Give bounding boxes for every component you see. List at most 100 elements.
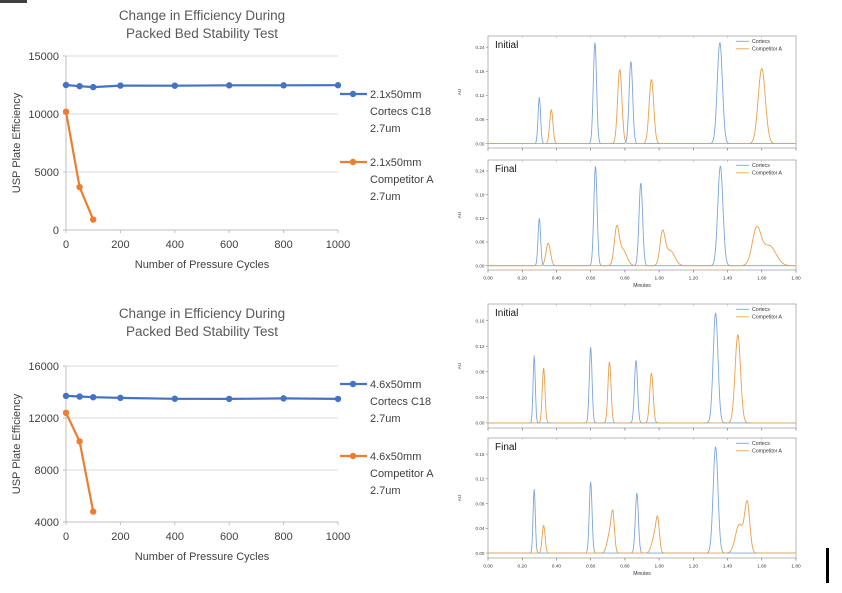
x-tick-label: 0.40	[552, 564, 562, 570]
data-point-marker	[76, 393, 83, 400]
x-tick-label: 1000	[326, 531, 350, 543]
y-tick-label: 0.00	[476, 551, 485, 556]
data-point-marker	[90, 216, 97, 223]
legend-marker	[349, 380, 357, 388]
chromatogram-trace	[488, 165, 796, 267]
chart-title-line-2: Packed Bed Stability Test	[126, 26, 278, 41]
data-point-marker	[76, 438, 83, 445]
x-tick-label: 1.80	[791, 276, 801, 282]
x-axis-title: Minutes	[633, 571, 651, 577]
data-point-marker	[62, 409, 70, 416]
data-point-marker	[334, 395, 342, 403]
y-tick-label: 0.00	[476, 141, 485, 146]
x-tick-label: 1.00	[654, 564, 664, 570]
x-tick-label: 1.60	[757, 276, 767, 282]
data-series-line	[65, 394, 339, 401]
legend-label-line: Competitor A	[370, 468, 434, 480]
x-tick-label: 1.40	[723, 276, 733, 282]
text-cursor	[826, 548, 829, 583]
y-axis-title: AU	[457, 211, 463, 218]
y-tick-label: 0.04	[476, 526, 485, 531]
x-tick-label: 200	[111, 239, 129, 251]
efficiency-chart-4-6mm-plot: 4000 8000 12000 16000 0 200 400 600 800 1000 Chang…	[11, 306, 434, 563]
y-tick-label: 0.00	[476, 263, 485, 268]
chromatogram-trace	[488, 68, 796, 145]
legend-label-line: 2.7um	[370, 485, 401, 497]
data-point-marker	[90, 394, 97, 401]
y-tick-label: 0.08	[476, 501, 485, 506]
y-tick-label: 8000	[35, 465, 59, 477]
x-tick-label: 0.80	[620, 564, 630, 570]
legend-label-line: Competitor A	[370, 174, 434, 186]
data-point-marker	[117, 394, 124, 402]
y-tick-label: 0.12	[476, 477, 485, 482]
y-axis-title: AU	[457, 88, 463, 95]
y-axis-title: AU	[457, 362, 463, 369]
y-tick-label: 16000	[28, 361, 59, 373]
y-tick-label: 10000	[28, 109, 59, 121]
efficiency-chart-2-1mm: 0 5000 10000 15000 0 200 400 600 800 1000 Change i…	[6, 2, 446, 295]
panel-label: Final	[495, 442, 517, 453]
x-tick-label: 600	[220, 239, 238, 251]
y-tick-label: 12000	[28, 413, 59, 425]
y-tick-label: 0.12	[476, 216, 485, 221]
y-tick-label: 0	[53, 225, 59, 237]
legend-label-line: 4.6x50mm	[370, 379, 421, 391]
y-tick-label: 0.16	[476, 318, 485, 323]
data-point-marker	[62, 81, 70, 89]
legend-marker	[349, 158, 357, 166]
legend-label: Competitor A	[752, 315, 783, 321]
x-tick-label: 0.00	[483, 276, 493, 282]
x-tick-label: 0	[63, 239, 69, 251]
x-axis-title: Minutes	[633, 283, 651, 289]
chromatogram-2-1mm-initial: 0.00 0.06 0.12 0.18 0.24 AU Initial Cortecs Comp…	[457, 35, 797, 151]
chart-title-line-1: Change in Efficiency During	[119, 306, 285, 321]
data-point-marker	[280, 395, 287, 402]
x-tick-label: 0.00	[483, 564, 493, 570]
x-tick-label: 0.80	[620, 276, 630, 282]
chromatogram-trace	[488, 334, 796, 424]
x-tick-label: 600	[220, 531, 238, 543]
legend-label-line: 2.1x50mm	[370, 157, 421, 169]
legend-marker	[349, 452, 357, 460]
y-tick-label: 0.18	[476, 192, 485, 197]
legend-marker	[349, 90, 357, 98]
chromatogram-group-4-6mm: 0.00 0.04 0.08 0.12 0.16 AU Initial Cortecs Comp…	[452, 302, 804, 584]
y-tick-label: 0.16	[476, 452, 485, 457]
legend-label: Competitor A	[752, 171, 783, 177]
y-tick-label: 0.00	[476, 421, 485, 426]
chart-title-line-2: Packed Bed Stability Test	[126, 324, 278, 339]
legend-label: Competitor A	[752, 47, 783, 53]
y-tick-label: 0.04	[476, 395, 485, 400]
chromatogram-4-6mm-initial: 0.00 0.04 0.08 0.12 0.16 AU Initial Cortecs Comp…	[457, 303, 797, 431]
data-series-line	[64, 111, 95, 221]
y-tick-label: 0.08	[476, 369, 485, 374]
data-point-marker	[90, 508, 97, 515]
data-point-marker	[280, 82, 287, 89]
data-point-marker	[62, 108, 70, 115]
y-tick-label: 0.24	[476, 169, 485, 174]
legend-label-line: Cortecs C18	[370, 396, 431, 408]
y-tick-label: 5000	[35, 167, 59, 179]
data-point-marker	[226, 82, 233, 89]
y-tick-label: 0.06	[476, 240, 485, 245]
x-axis-title: Number of Pressure Cycles	[135, 551, 270, 563]
data-point-marker	[90, 83, 97, 91]
legend-label-line: 2.7um	[370, 191, 401, 203]
legend-label: Cortecs	[752, 441, 770, 447]
x-tick-label: 0.40	[552, 276, 562, 282]
data-point-marker	[334, 82, 342, 89]
y-axis-title: USP Plate Efficiency	[11, 393, 23, 494]
y-axis-title: AU	[457, 494, 463, 501]
data-point-marker	[62, 392, 70, 400]
y-tick-label: 0.12	[476, 93, 485, 98]
x-tick-label: 1.00	[654, 276, 664, 282]
data-point-marker	[171, 82, 178, 89]
efficiency-chart-4-6mm: 4000 8000 12000 16000 0 200 400 600 800 1000 Chang…	[6, 298, 446, 593]
y-axis-title: USP Plate Efficiency	[11, 92, 23, 193]
legend-label: Cortecs	[752, 307, 770, 313]
x-tick-label: 0.60	[586, 564, 596, 570]
legend-label-line: Cortecs C18	[370, 106, 431, 118]
panel-border	[487, 437, 797, 559]
